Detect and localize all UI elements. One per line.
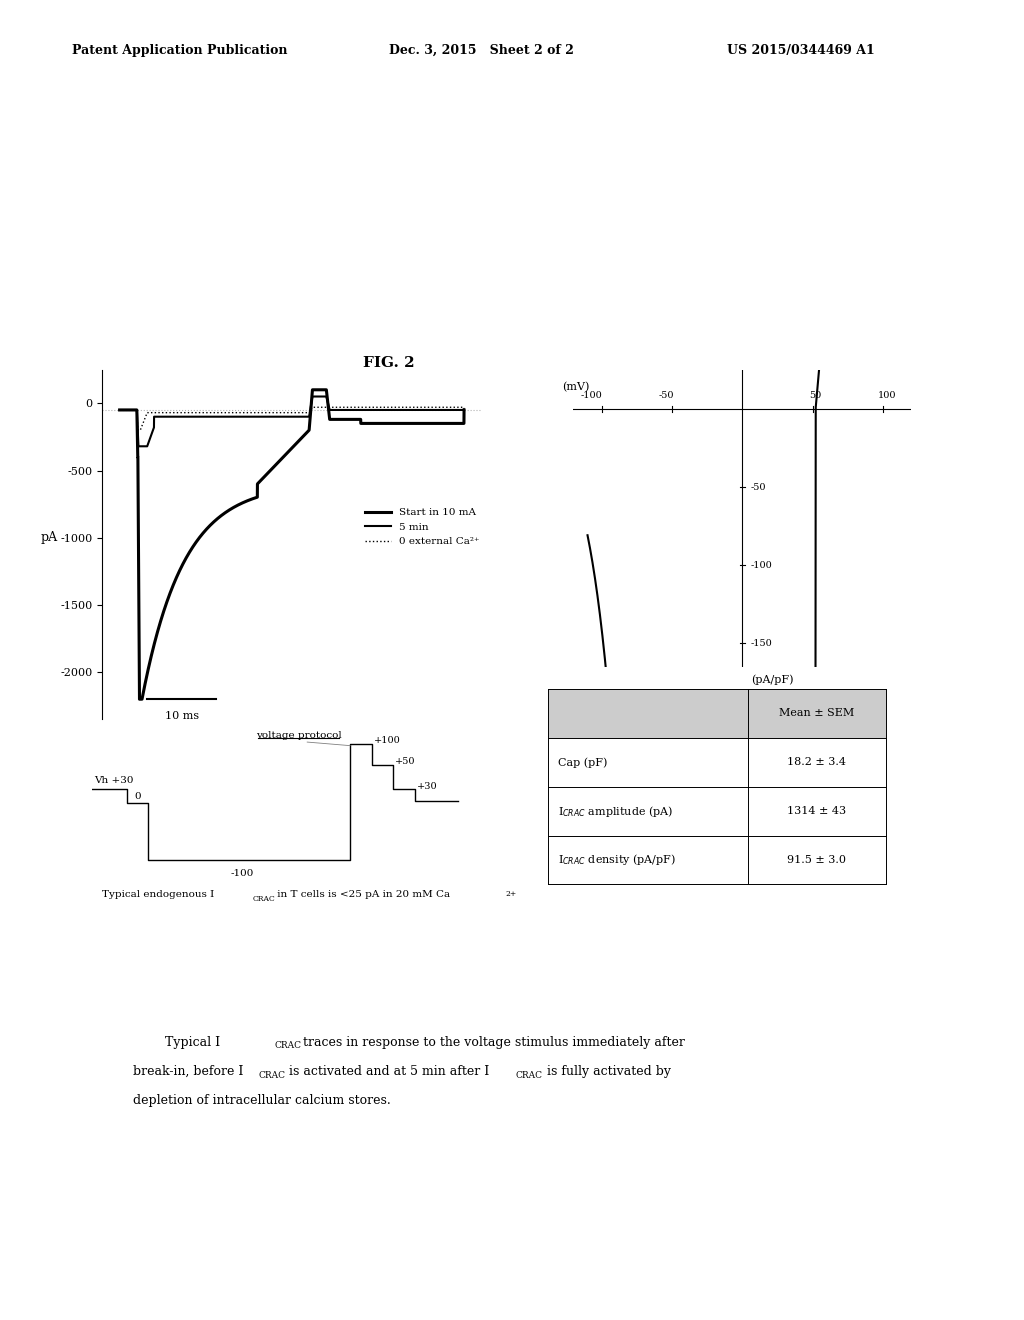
Y-axis label: pA: pA [41,532,58,544]
Text: in T cells is <25 pA in 20 mM Ca: in T cells is <25 pA in 20 mM Ca [274,890,451,899]
Text: voltage protocol: voltage protocol [256,731,341,741]
Text: I$_{CRAC}$ amplitude (pA): I$_{CRAC}$ amplitude (pA) [558,804,673,818]
Text: 18.2 ± 3.4: 18.2 ± 3.4 [787,758,846,767]
Text: traces in response to the voltage stimulus immediately after: traces in response to the voltage stimul… [299,1036,685,1049]
Text: is fully activated by: is fully activated by [543,1065,671,1078]
Text: (mV): (mV) [562,381,590,392]
Text: CRAC: CRAC [258,1071,285,1080]
Text: US 2015/0344469 A1: US 2015/0344469 A1 [727,44,874,57]
Text: Cap (pF): Cap (pF) [558,756,607,768]
Text: 91.5 ± 3.0: 91.5 ± 3.0 [787,855,846,865]
Text: 50: 50 [810,391,821,400]
Text: depletion of intracellular calcium stores.: depletion of intracellular calcium store… [133,1094,391,1107]
Text: +30: +30 [417,783,437,791]
Text: (pA/pF): (pA/pF) [751,675,794,685]
Text: Mean ± SEM: Mean ± SEM [779,709,854,718]
Text: Patent Application Publication: Patent Application Publication [72,44,287,57]
Text: +100: +100 [374,735,400,744]
Text: -100: -100 [581,391,602,400]
Text: break-in, before I: break-in, before I [133,1065,244,1078]
Text: 2+: 2+ [506,890,517,898]
Text: -100: -100 [751,561,772,570]
Text: Typical endogenous I: Typical endogenous I [102,890,215,899]
Text: -50: -50 [751,483,766,492]
Text: +50: +50 [395,758,416,766]
Text: Dec. 3, 2015   Sheet 2 of 2: Dec. 3, 2015 Sheet 2 of 2 [389,44,574,57]
Text: CRAC: CRAC [253,895,275,903]
Text: 10 ms: 10 ms [165,711,199,721]
Text: CRAC: CRAC [274,1041,301,1051]
Text: 100: 100 [879,391,897,400]
Text: -50: -50 [658,391,674,400]
Text: I$_{CRAC}$ density (pA/pF): I$_{CRAC}$ density (pA/pF) [558,853,676,867]
Text: is activated and at 5 min after I: is activated and at 5 min after I [285,1065,488,1078]
Text: Typical I: Typical I [133,1036,220,1049]
Legend: Start in 10 mA, 5 min, 0 external Ca²⁺: Start in 10 mA, 5 min, 0 external Ca²⁺ [360,504,483,550]
Text: CRAC: CRAC [515,1071,542,1080]
Text: -100: -100 [231,869,254,878]
Text: -150: -150 [751,639,772,648]
Text: 0: 0 [134,792,140,801]
Text: FIG. 2: FIG. 2 [364,356,415,371]
Text: 1314 ± 43: 1314 ± 43 [787,807,846,816]
Text: Vh +30: Vh +30 [94,776,134,785]
